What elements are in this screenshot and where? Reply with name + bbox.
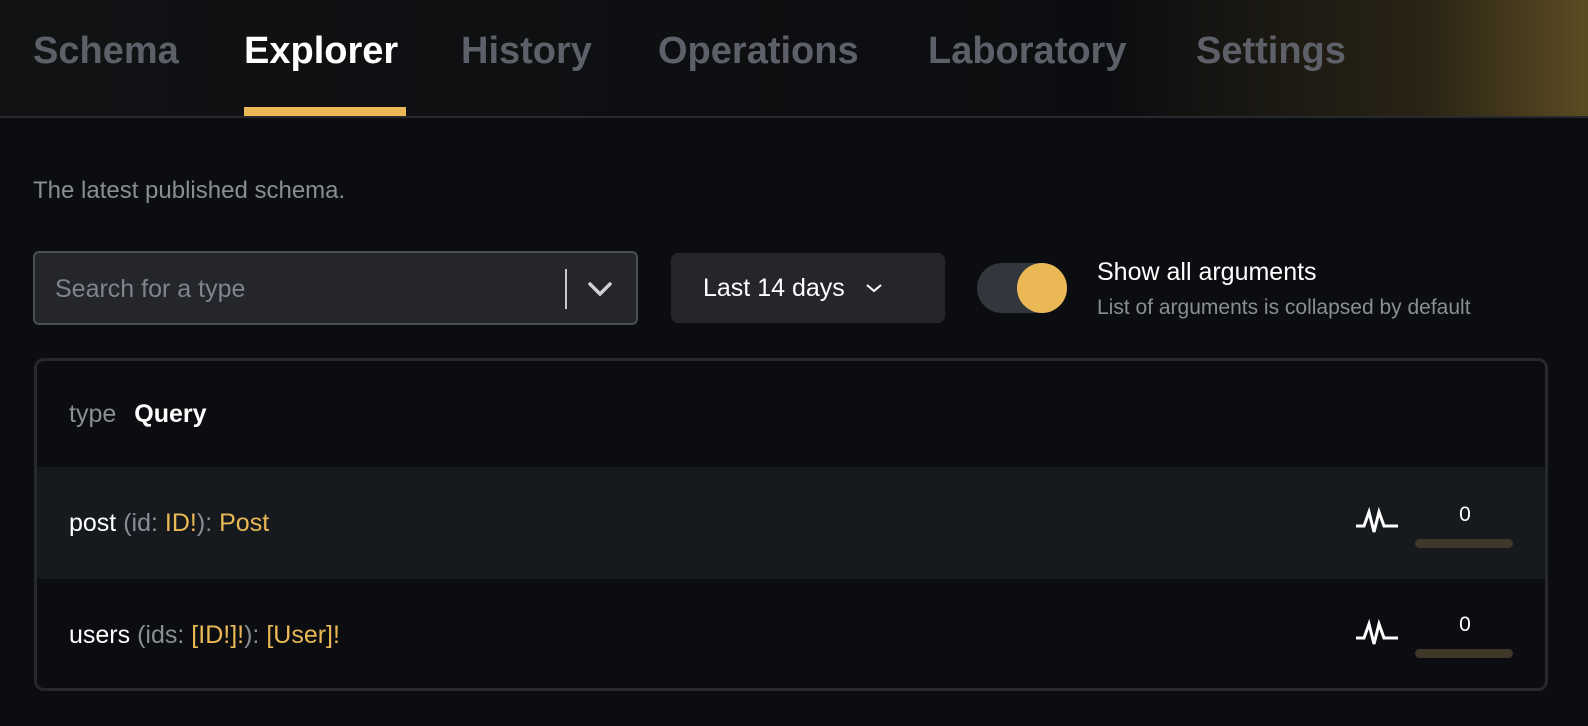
search-input[interactable] [55, 271, 555, 307]
header-background [0, 0, 1588, 118]
page-subtitle: The latest published schema. [33, 177, 346, 204]
chevron-down-icon[interactable] [585, 275, 615, 303]
tab-bar: Schema Explorer History Operations Labor… [0, 0, 1588, 118]
arg-type-link[interactable]: ID! [164, 508, 197, 537]
paren: ) [196, 508, 206, 537]
paren: ( [123, 508, 132, 537]
type-name: Query [134, 399, 207, 428]
field-row: post (id: ID!): Post 0 [37, 467, 1545, 579]
colon: : [177, 620, 192, 649]
toggle-knob [1017, 263, 1067, 313]
date-range-select[interactable]: Last 14 days [671, 253, 945, 323]
field-name: users [69, 620, 131, 649]
arg-type-link[interactable]: [ID!]! [191, 620, 245, 649]
activity-icon[interactable] [1355, 507, 1399, 537]
colon: : [252, 620, 267, 649]
field-row: users (ids: [ID!]!): [User]! 0 [37, 579, 1545, 688]
arg-name: id [131, 508, 152, 537]
arg-name: ids [145, 620, 178, 649]
active-tab-indicator [244, 107, 406, 116]
tab-laboratory[interactable]: Laboratory [928, 30, 1127, 72]
type-header: type Query [37, 361, 1545, 467]
return-type-link[interactable]: Post [219, 508, 270, 537]
paren: ) [244, 620, 253, 649]
type-search [33, 251, 638, 325]
usage-count: 0 [1459, 503, 1471, 526]
field-name: post [69, 508, 117, 537]
tab-explorer[interactable]: Explorer [244, 30, 399, 72]
usage-bar [1415, 649, 1513, 658]
usage-count: 0 [1459, 613, 1471, 636]
chevron-down-icon [866, 284, 882, 293]
date-range-label: Last 14 days [703, 273, 845, 302]
colon: : [205, 508, 220, 537]
type-panel: type Query post (id: ID!): Post 0 users … [34, 358, 1548, 691]
tab-schema[interactable]: Schema [33, 30, 179, 72]
toggle-description: List of arguments is collapsed by defaul… [1097, 296, 1471, 319]
activity-icon[interactable] [1355, 619, 1399, 649]
type-keyword: type [69, 399, 117, 428]
show-arguments-toggle[interactable] [977, 263, 1067, 313]
tab-operations[interactable]: Operations [658, 30, 859, 72]
tab-settings[interactable]: Settings [1196, 30, 1346, 72]
toggle-label: Show all arguments [1097, 258, 1317, 286]
paren: ( [137, 620, 146, 649]
colon: : [151, 508, 165, 537]
usage-bar [1415, 539, 1513, 548]
return-type-link[interactable]: [User]! [266, 620, 340, 649]
tab-history[interactable]: History [461, 30, 592, 72]
divider [565, 269, 567, 309]
